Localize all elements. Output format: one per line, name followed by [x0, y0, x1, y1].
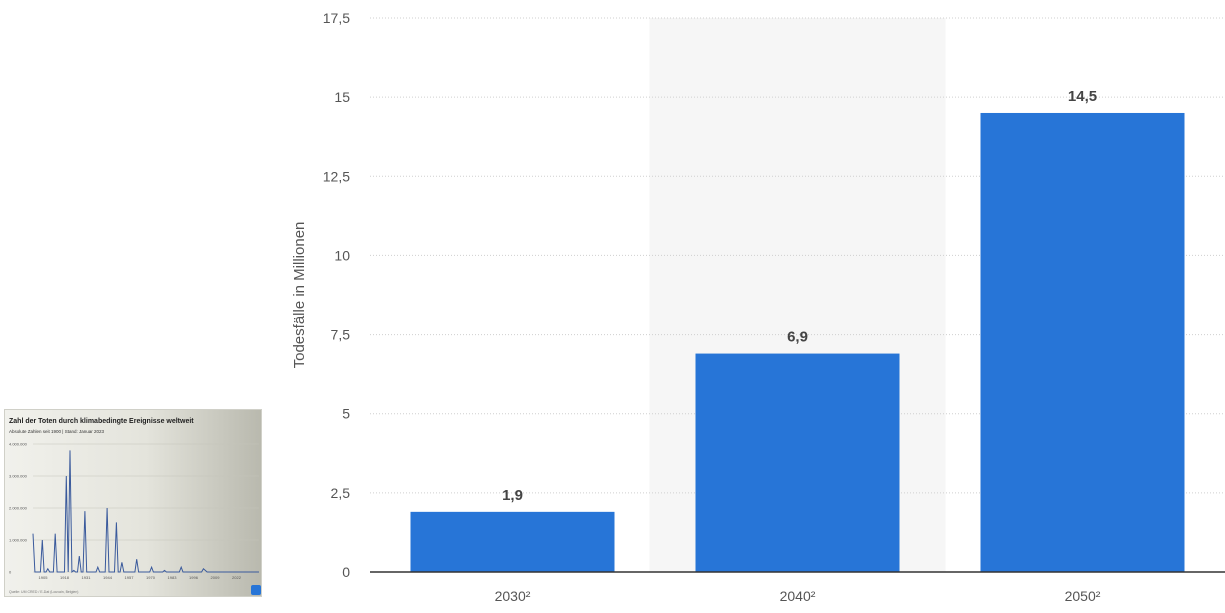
y-tick-label: 10: [334, 247, 350, 263]
bar-value-label: 14,5: [1068, 88, 1097, 105]
thumbnail-source: Quelle: UM CRED / E-Dat (Louvain, Belgie…: [9, 590, 79, 594]
x-tick-label: 2030²: [495, 588, 531, 604]
thumb-x-tick-label: 1983: [168, 575, 178, 580]
thumb-y-tick-label: 2.000.000: [9, 506, 28, 511]
y-tick-label: 15: [334, 89, 350, 105]
y-tick-label: 5: [342, 406, 350, 422]
thumb-x-tick-label: 2022: [232, 575, 242, 580]
thumbnail-chart-image[interactable]: 4.000.000 3.000.000 2.000.000 1.000.000 0 190…: [4, 409, 262, 597]
thumb-x-tick-label: 1996: [189, 575, 199, 580]
thumb-x-tick-label: 1957: [125, 575, 135, 580]
bar: [980, 112, 1185, 572]
thumb-series-line: [32, 450, 259, 574]
thumbnail-line-chart: 4.000.000 3.000.000 2.000.000 1.000.000 0 190…: [9, 442, 259, 580]
bar: [410, 511, 615, 572]
statista-logo-icon: [251, 585, 261, 595]
thumb-y-tick-label: 3.000.000: [9, 474, 28, 479]
thumb-x-tick-label: 1931: [82, 575, 92, 580]
thumb-x-tick-label: 2009: [211, 575, 221, 580]
thumbnail-title: Zahl der Toten durch klimabedingte Ereig…: [9, 418, 194, 425]
x-tick-label: 2040²: [780, 588, 816, 604]
thumb-x-tick-label: 1905: [39, 575, 49, 580]
thumb-y-tick-label: 0: [9, 570, 12, 575]
y-tick-label: 2,5: [331, 485, 351, 501]
y-tick-label: 7,5: [331, 327, 351, 343]
bar-value-label: 6,9: [787, 329, 808, 346]
y-tick-label: 12,5: [323, 168, 350, 184]
thumb-x-tick-label: 1944: [103, 575, 113, 580]
thumb-x-tick-label: 1918: [60, 575, 70, 580]
bar-value-label: 1,9: [502, 487, 523, 504]
thumb-y-tick-label: 4.000.000: [9, 442, 28, 447]
bar: [695, 353, 900, 572]
thumbnail-subtitle: Absolute Zahlen seit 1900 | Stand: Janua…: [9, 429, 104, 434]
y-tick-label: 17,5: [323, 10, 350, 26]
y-axis-title: Todesfälle in Millionen: [291, 222, 308, 369]
thumb-y-tick-label: 1.000.000: [9, 538, 28, 543]
thumb-x-tick-label: 1970: [146, 575, 156, 580]
y-tick-label: 0: [342, 564, 350, 580]
x-tick-label: 2050²: [1065, 588, 1101, 604]
